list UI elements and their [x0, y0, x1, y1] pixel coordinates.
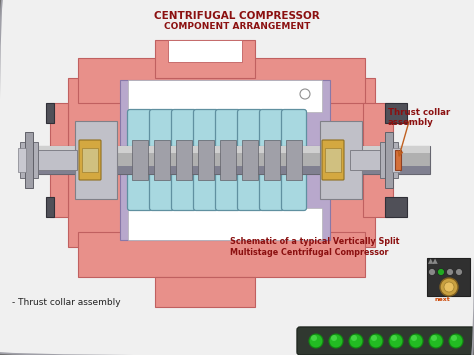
- Bar: [132, 140, 148, 180]
- Bar: [128, 80, 322, 112]
- Text: COMPONENT ARRANGEMENT: COMPONENT ARRANGEMENT: [164, 22, 310, 31]
- Bar: [25, 132, 33, 188]
- Bar: [25, 146, 430, 153]
- Bar: [325, 148, 341, 172]
- Circle shape: [431, 335, 437, 341]
- Bar: [198, 140, 214, 180]
- Bar: [35, 150, 77, 170]
- Circle shape: [369, 334, 383, 348]
- Text: - Thrust collar assembly: - Thrust collar assembly: [12, 298, 120, 307]
- Circle shape: [309, 334, 323, 348]
- Bar: [320, 121, 362, 199]
- Circle shape: [300, 89, 310, 99]
- Bar: [168, 40, 242, 62]
- Bar: [363, 103, 393, 217]
- FancyBboxPatch shape: [128, 109, 153, 157]
- FancyBboxPatch shape: [259, 164, 284, 211]
- Bar: [75, 121, 117, 199]
- Circle shape: [331, 335, 337, 341]
- FancyBboxPatch shape: [216, 109, 240, 157]
- Bar: [78, 58, 365, 103]
- FancyBboxPatch shape: [128, 164, 153, 211]
- Circle shape: [329, 334, 343, 348]
- Circle shape: [444, 282, 454, 292]
- Bar: [68, 78, 133, 247]
- Bar: [25, 146, 430, 174]
- Bar: [18, 148, 26, 172]
- Circle shape: [409, 334, 423, 348]
- Bar: [385, 132, 393, 188]
- Circle shape: [391, 335, 397, 341]
- Text: Schematic of a typical Vertically Split: Schematic of a typical Vertically Split: [230, 237, 400, 246]
- Bar: [120, 80, 330, 240]
- FancyBboxPatch shape: [172, 109, 197, 157]
- Circle shape: [349, 334, 363, 348]
- FancyBboxPatch shape: [282, 109, 307, 157]
- Bar: [392, 148, 400, 172]
- Bar: [264, 140, 280, 180]
- Circle shape: [451, 335, 457, 341]
- Circle shape: [449, 334, 463, 348]
- Circle shape: [447, 268, 454, 275]
- Circle shape: [371, 335, 377, 341]
- Circle shape: [429, 334, 443, 348]
- Circle shape: [428, 268, 436, 275]
- Bar: [155, 277, 255, 307]
- FancyBboxPatch shape: [193, 164, 219, 211]
- Bar: [427, 258, 470, 296]
- FancyBboxPatch shape: [216, 164, 240, 211]
- Bar: [20, 142, 38, 178]
- Bar: [82, 148, 98, 172]
- Circle shape: [411, 335, 417, 341]
- FancyBboxPatch shape: [297, 327, 474, 355]
- Bar: [50, 103, 68, 217]
- Bar: [128, 208, 322, 240]
- Bar: [176, 140, 192, 180]
- FancyBboxPatch shape: [237, 109, 263, 157]
- Circle shape: [351, 335, 357, 341]
- Text: CENTRIFUGAL COMPRESSOR: CENTRIFUGAL COMPRESSOR: [154, 11, 320, 21]
- FancyBboxPatch shape: [149, 109, 174, 157]
- Bar: [385, 103, 407, 123]
- Text: Multistage Centrifugal Compressor: Multistage Centrifugal Compressor: [230, 248, 389, 257]
- Bar: [154, 140, 170, 180]
- Bar: [220, 140, 236, 180]
- Bar: [395, 150, 401, 170]
- FancyBboxPatch shape: [259, 109, 284, 157]
- Circle shape: [311, 335, 317, 341]
- Bar: [25, 166, 430, 174]
- Bar: [286, 140, 302, 180]
- Circle shape: [440, 278, 458, 296]
- Bar: [320, 78, 375, 247]
- FancyBboxPatch shape: [237, 164, 263, 211]
- FancyBboxPatch shape: [149, 164, 174, 211]
- Bar: [155, 40, 255, 78]
- Bar: [46, 103, 54, 123]
- Circle shape: [456, 268, 463, 275]
- FancyBboxPatch shape: [172, 164, 197, 211]
- Bar: [46, 197, 54, 217]
- Bar: [385, 197, 407, 217]
- Bar: [242, 140, 258, 180]
- FancyBboxPatch shape: [282, 164, 307, 211]
- Bar: [78, 232, 365, 277]
- Text: next: next: [435, 297, 451, 302]
- FancyBboxPatch shape: [79, 140, 101, 180]
- Circle shape: [389, 334, 403, 348]
- Bar: [350, 150, 392, 170]
- Bar: [380, 142, 398, 178]
- Circle shape: [438, 268, 445, 275]
- FancyBboxPatch shape: [193, 109, 219, 157]
- FancyBboxPatch shape: [322, 140, 344, 180]
- Text: ▲▲: ▲▲: [428, 258, 439, 264]
- Text: Thrust collar
assembly: Thrust collar assembly: [388, 108, 450, 127]
